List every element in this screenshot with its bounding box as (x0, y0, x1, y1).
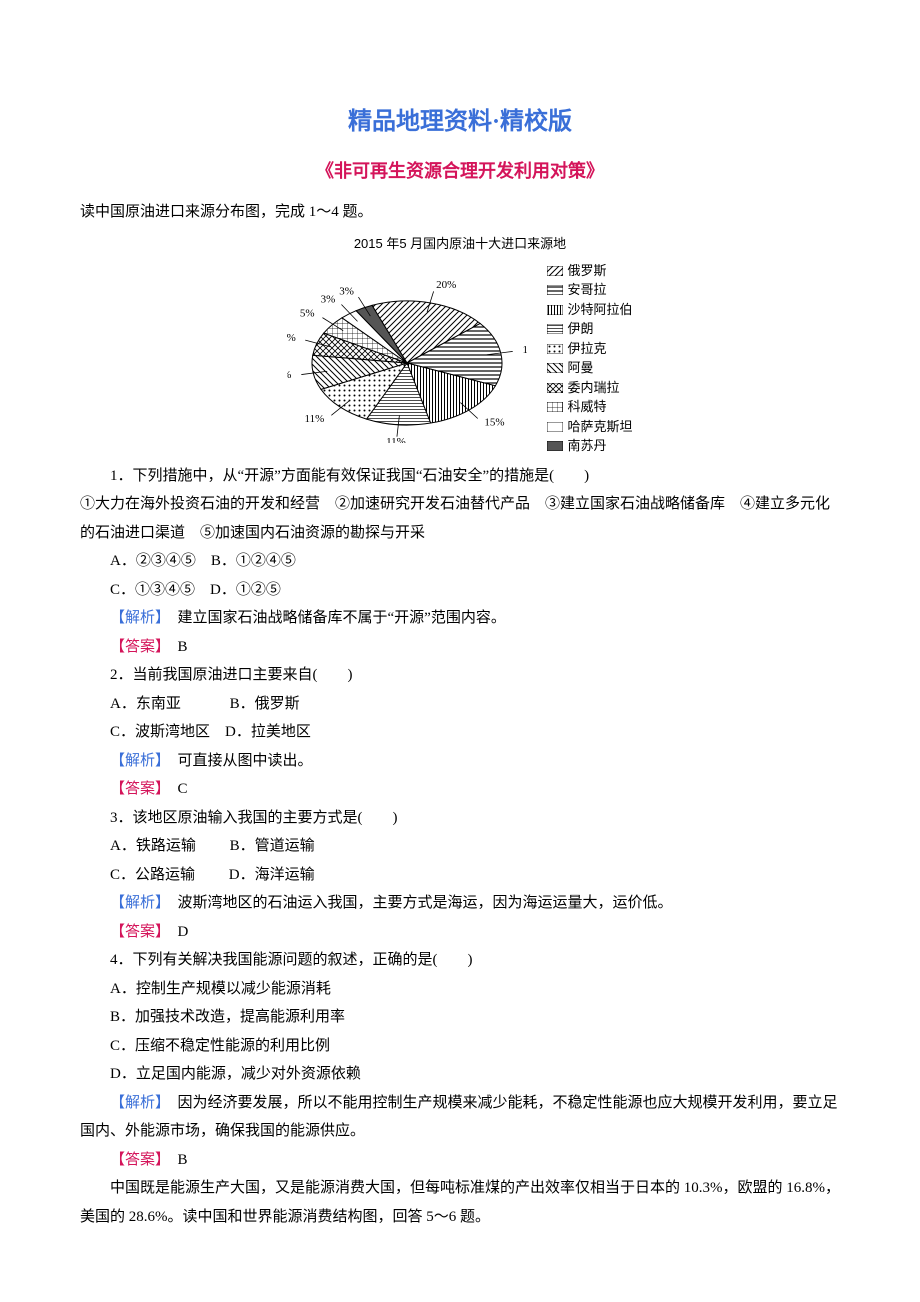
body-content: 1．下列措施中，从“开源”方面能有效保证我国“石油安全”的措施是( )①大力在海… (80, 462, 840, 1232)
legend-label: 沙特阿拉伯 (567, 300, 632, 320)
option-line: A．铁路运输 B．管道运输 (80, 832, 840, 861)
main-title: 精品地理资料·精校版 (80, 100, 840, 146)
explanation-line: 【解析】 波斯湾地区的石油运入我国，主要方式是海运，因为海运运量大，运价低。 (80, 889, 840, 918)
pie-pct-label: 20% (437, 280, 457, 292)
legend-label: 科威特 (567, 397, 606, 417)
chart-legend: 俄罗斯安哥拉沙特阿拉伯伊朗伊拉克阿曼委内瑞拉科威特哈萨克斯坦南苏丹 (547, 261, 632, 456)
explanation-label: 【解析】 (110, 895, 163, 911)
legend-label: 安哥拉 (567, 280, 606, 300)
pie-chart-container: 2015 年5 月国内原油十大进口来源地 (80, 232, 840, 456)
sub-title: 《非可再生资源合理开发利用对策》 (80, 154, 840, 188)
legend-item: 哈萨克斯坦 (547, 417, 632, 437)
legend-item: 南苏丹 (547, 436, 632, 456)
legend-item: 阿曼 (547, 358, 632, 378)
explanation-label: 【解析】 (110, 610, 163, 626)
answer-label: 【答案】 (110, 1152, 163, 1168)
pie-chart: 20% 17% 15% 11% 11% 9% 6% 5% 3% 3% (287, 273, 527, 443)
pie-pct-label: 9% (287, 370, 291, 382)
option-line: C．①③④⑤ D．①②⑤ (80, 576, 840, 605)
pie-pct-label: 3% (321, 294, 336, 306)
option-line: A．东南亚 B．俄罗斯 (80, 690, 840, 719)
legend-label: 伊拉克 (567, 339, 606, 359)
pie-pct-label: 5% (300, 308, 315, 320)
explanation-line: 【解析】 可直接从图中读出。 (80, 747, 840, 776)
chart-title: 2015 年5 月国内原油十大进口来源地 (80, 232, 840, 257)
explanation-line: 【解析】 建立国家石油战略储备库不属于“开源”范围内容。 (80, 604, 840, 633)
legend-label: 委内瑞拉 (567, 378, 619, 398)
option-line: B．加强技术改造，提高能源利用率 (80, 1003, 840, 1032)
answer-line: 【答案】 B (80, 633, 840, 662)
option-line: A．控制生产规模以减少能源消耗 (80, 975, 840, 1004)
pie-pct-label: 11% (305, 414, 325, 426)
question-text: 3．该地区原油输入我国的主要方式是( ) (80, 804, 840, 833)
answer-line: 【答案】 C (80, 775, 840, 804)
legend-label: 伊朗 (567, 319, 593, 339)
legend-label: 哈萨克斯坦 (567, 417, 632, 437)
legend-item: 伊拉克 (547, 339, 632, 359)
intro-text: 读中国原油进口来源分布图，完成 1～4 题。 (80, 198, 840, 227)
option-line: C．公路运输 D．海洋运输 (80, 861, 840, 890)
option-line: A．②③④⑤ B．①②④⑤ (80, 547, 840, 576)
option-line: D．立足国内能源，减少对外资源依赖 (80, 1060, 840, 1089)
legend-label: 南苏丹 (567, 436, 606, 456)
answer-label: 【答案】 (110, 781, 163, 797)
answer-line: 【答案】 D (80, 918, 840, 947)
legend-item: 伊朗 (547, 319, 632, 339)
question-text: 4．下列有关解决我国能源问题的叙述，正确的是( ) (80, 946, 840, 975)
question-text: 中国既是能源生产大国，又是能源消费大国，但每吨标准煤的产出效率仅相当于日本的 1… (80, 1174, 840, 1231)
legend-item: 沙特阿拉伯 (547, 300, 632, 320)
legend-item: 俄罗斯 (547, 261, 632, 281)
pie-pct-label: 11% (387, 437, 407, 444)
answer-label: 【答案】 (110, 924, 163, 940)
legend-label: 俄罗斯 (567, 261, 606, 281)
pie-pct-label: 6% (287, 332, 296, 344)
explanation-line: 【解析】 因为经济要发展，所以不能用控制生产规模来减少能耗，不稳定性能源也应大规… (80, 1089, 840, 1146)
pie-pct-label: 3% (340, 286, 355, 298)
pie-pct-label: 17% (523, 344, 527, 356)
question-subtext: ①大力在海外投资石油的开发和经营 ②加速研究开发石油替代产品 ③建立国家石油战略… (80, 490, 840, 547)
legend-item: 科威特 (547, 397, 632, 417)
answer-label: 【答案】 (110, 639, 163, 655)
question-text: 1．下列措施中，从“开源”方面能有效保证我国“石油安全”的措施是( ) (80, 462, 840, 491)
pie-pct-label: 15% (485, 417, 505, 429)
option-line: C．波斯湾地区 D．拉美地区 (80, 718, 840, 747)
explanation-label: 【解析】 (110, 753, 163, 769)
explanation-label: 【解析】 (110, 1095, 163, 1111)
question-text: 2．当前我国原油进口主要来自( ) (80, 661, 840, 690)
legend-label: 阿曼 (567, 358, 593, 378)
legend-item: 安哥拉 (547, 280, 632, 300)
answer-line: 【答案】 B (80, 1146, 840, 1175)
option-line: C．压缩不稳定性能源的利用比例 (80, 1032, 840, 1061)
legend-item: 委内瑞拉 (547, 378, 632, 398)
